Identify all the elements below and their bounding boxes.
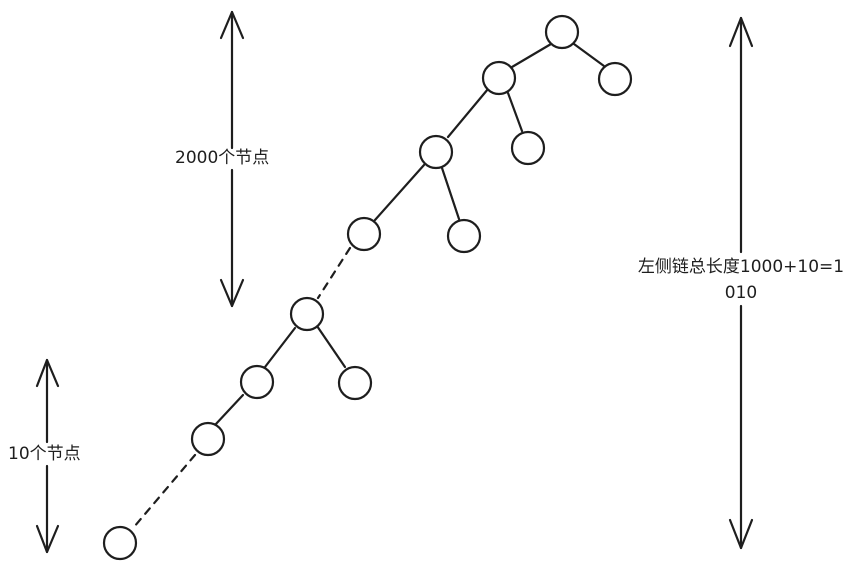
node-r2 [510, 130, 546, 166]
bottom-count-label: 10个节点 [8, 444, 81, 464]
double-arrow-bottom-count [35, 358, 60, 554]
node-n4 [346, 216, 382, 252]
node-n1 [544, 14, 580, 50]
node-r5 [337, 365, 373, 401]
node-n8 [102, 525, 138, 561]
node-n6 [239, 364, 275, 400]
edge-n1-n2 [510, 42, 553, 69]
edge-n3-n4 [373, 163, 426, 222]
chain-length-line2: 010 [724, 283, 758, 303]
node-n7 [190, 421, 226, 457]
edge-n2-n3 [446, 87, 490, 139]
node-r1 [597, 61, 633, 97]
edge-n5-n6 [263, 326, 297, 369]
node-n5 [289, 296, 325, 332]
edge-n6-n7 [213, 393, 245, 427]
edge-n1-r1 [572, 42, 606, 68]
edge-n4-n5-dashed [316, 246, 352, 300]
edge-n2-r2 [506, 91, 524, 133]
chain-length-line1: 左侧链总长度1000+10=1 [637, 257, 845, 277]
edge-n5-r5 [315, 324, 347, 369]
double-arrow-top-count [219, 10, 245, 308]
edge-n3-r3 [440, 166, 461, 221]
double-arrow-chain-length [728, 16, 754, 550]
chain-length-label: 左侧链总长度1000+10=1 010 [630, 256, 852, 304]
node-r3 [446, 218, 482, 254]
node-n3 [418, 134, 454, 170]
node-n2 [481, 60, 517, 96]
top-count-label: 2000个节点 [175, 148, 270, 168]
edge-n7-n8-dashed [132, 453, 197, 529]
